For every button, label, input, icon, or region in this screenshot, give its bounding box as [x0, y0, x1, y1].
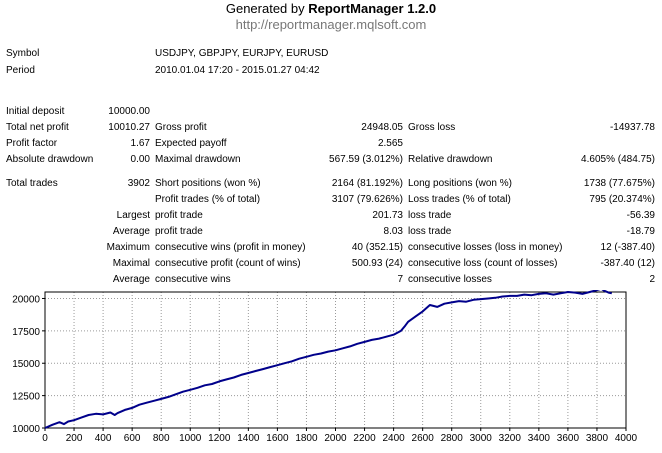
maximal-drawdown-value: 567.59 (3.012%) [329, 154, 403, 165]
gross-profit-value: 24948.05 [361, 122, 403, 133]
avg-cons-wins-label: consecutive wins [155, 274, 231, 285]
x-tick-label: 3200 [499, 433, 522, 444]
gross-loss-label: Gross loss [408, 122, 456, 133]
x-tick-label: 1200 [208, 433, 231, 444]
expected-payoff-value: 2.565 [377, 138, 403, 149]
title-prefix: Generated by [225, 1, 309, 16]
symbol-label: Symbol [6, 48, 40, 59]
balance-line [44, 290, 613, 429]
short-positions-value: 2164 (81.192%) [331, 178, 403, 189]
initial-deposit-label: Initial deposit [6, 106, 65, 117]
profit-factor-value: 1.67 [130, 138, 150, 149]
report-url: http://reportmanager.mqlsoft.com [235, 17, 427, 32]
avg-cons-losses-label: consecutive losses [408, 274, 492, 285]
x-tick-label: 1400 [237, 433, 260, 444]
long-positions-value: 1738 (77.675%) [583, 178, 655, 189]
absolute-drawdown-label: Absolute drawdown [6, 154, 94, 165]
period-value: 2010.01.04 17:20 - 2015.01.27 04:42 [155, 65, 320, 76]
x-tick-label: 200 [66, 433, 83, 444]
maximal-label: Maximal [112, 258, 150, 269]
x-tick-label: 800 [153, 433, 170, 444]
avg-cons-wins-value: 7 [397, 274, 403, 285]
gross-profit-label: Gross profit [155, 122, 207, 133]
average-loss-value: -18.79 [626, 226, 655, 237]
relative-drawdown-label: Relative drawdown [408, 154, 493, 165]
symbol-value: USDJPY, GBPJPY, EURJPY, EURUSD [155, 48, 329, 59]
report-title: Generated by ReportManager 1.2.0 [0, 1, 662, 16]
x-tick-label: 3600 [557, 433, 580, 444]
avg-cons-losses-value: 2 [649, 274, 655, 285]
max-cons-losses-value: 12 (-387.40) [600, 242, 655, 253]
initial-deposit-value: 10000.00 [108, 106, 150, 117]
profit-factor-label: Profit factor [6, 138, 58, 149]
average-profit-value: 8.03 [383, 226, 403, 237]
profit-trades-value: 3107 (79.626%) [331, 194, 403, 205]
maximal-cons-loss-value: -387.40 (12) [600, 258, 655, 269]
total-trades-value: 3902 [127, 178, 150, 189]
maximal-cons-profit-label: consecutive profit (count of wins) [155, 258, 301, 269]
gross-loss-value: -14937.78 [609, 122, 655, 133]
max-cons-wins-value: 40 (352.15) [351, 242, 403, 253]
x-tick-label: 2800 [441, 433, 464, 444]
x-tick-label: 400 [95, 433, 112, 444]
maximal-cons-profit-value: 500.93 (24) [351, 258, 403, 269]
average-label: Average [112, 226, 150, 237]
long-positions-label: Long positions (won %) [408, 178, 512, 189]
largest-profit-label: profit trade [155, 210, 203, 221]
title-product: ReportManager 1.2.0 [308, 1, 437, 16]
x-tick-label: 2200 [353, 433, 376, 444]
loss-trades-value: 795 (20.374%) [589, 194, 655, 205]
profit-trades-label: Profit trades (% of total) [155, 194, 261, 205]
y-tick-label: 10000 [12, 424, 40, 435]
x-tick-label: 600 [124, 433, 141, 444]
maximal-cons-loss-label: consecutive loss (count of losses) [408, 258, 558, 269]
average-loss-label: loss trade [408, 226, 452, 237]
maximum-label: Maximum [106, 242, 150, 253]
x-tick-label: 1000 [179, 433, 202, 444]
total-net-profit-label: Total net profit [6, 122, 69, 133]
max-cons-losses-label: consecutive losses (loss in money) [408, 242, 563, 253]
y-tick-label: 20000 [12, 294, 40, 305]
largest-loss-value: -56.39 [626, 210, 655, 221]
average2-label: Average [112, 274, 150, 285]
largest-profit-value: 201.73 [372, 210, 403, 221]
absolute-drawdown-value: 0.00 [130, 154, 150, 165]
x-tick-label: 3400 [528, 433, 551, 444]
x-tick-label: 2600 [412, 433, 435, 444]
x-tick-label: 3800 [586, 433, 609, 444]
total-net-profit-value: 10010.27 [108, 122, 150, 133]
maximal-drawdown-label: Maximal drawdown [155, 154, 241, 165]
x-tick-label: 1800 [295, 433, 318, 444]
balance-chart: 0 200 400 600 800 1000 1200 1400 1600 1800 2000 220… [12, 290, 638, 444]
x-tick-label: 1600 [266, 433, 289, 444]
y-tick-label: 12500 [12, 392, 40, 403]
x-tick-label: 2000 [324, 433, 347, 444]
relative-drawdown-value: 4.605% (484.75) [581, 154, 655, 165]
largest-label: Largest [116, 210, 150, 221]
x-tick-label: 3000 [470, 433, 493, 444]
x-tick-label: 4000 [615, 433, 638, 444]
x-tick-label: 0 [42, 433, 48, 444]
expected-payoff-label: Expected payoff [155, 138, 227, 149]
average-profit-label: profit trade [155, 226, 203, 237]
short-positions-label: Short positions (won %) [155, 178, 261, 189]
largest-loss-label: loss trade [408, 210, 452, 221]
loss-trades-label: Loss trades (% of total) [408, 194, 511, 205]
total-trades-label: Total trades [6, 178, 58, 189]
max-cons-wins-label: consecutive wins (profit in money) [155, 242, 306, 253]
x-tick-label: 2400 [382, 433, 405, 444]
y-tick-label: 17500 [12, 327, 40, 338]
y-tick-label: 15000 [12, 359, 40, 370]
period-label: Period [6, 65, 35, 76]
